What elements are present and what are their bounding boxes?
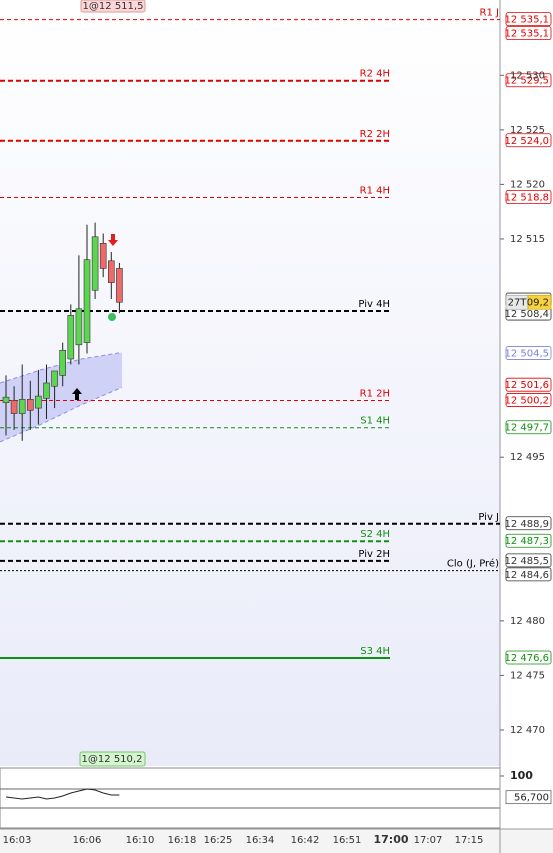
candle-body bbox=[43, 382, 50, 399]
level-label: R2 2H bbox=[360, 129, 390, 140]
price-tag-label: 12 535,1 bbox=[504, 15, 549, 26]
y-tick-label: 12 515 bbox=[510, 234, 545, 245]
candle-body bbox=[75, 308, 83, 346]
x-tick-label: 16:06 bbox=[73, 835, 102, 846]
overlay: R1 J R2 4H R2 2H R1 4H Piv 4H R1 2H S1 4H Piv J… bbox=[79, 0, 552, 767]
plot bbox=[0, 19, 500, 659]
price-tag-label: 12 529,5 bbox=[504, 76, 549, 87]
price-tag bbox=[505, 377, 552, 392]
x-tick-label: 16:10 bbox=[126, 835, 155, 846]
candle-body bbox=[99, 243, 107, 269]
price-tag bbox=[505, 516, 552, 531]
y-tick-label: 12 530 bbox=[510, 70, 545, 81]
order-tag bbox=[79, 751, 146, 767]
price-tag-label: 12 497,7 bbox=[504, 423, 549, 434]
x-tick-label: 16:42 bbox=[291, 835, 320, 846]
candle-body bbox=[67, 315, 75, 360]
level-label: Clo (J, Pré) bbox=[447, 558, 499, 570]
osc-tag bbox=[505, 790, 552, 805]
level-label: R1 4H bbox=[360, 186, 390, 197]
y-tick-label: 12 470 bbox=[510, 725, 545, 736]
candle-body bbox=[26, 399, 34, 411]
price-tag bbox=[505, 650, 552, 665]
price-tag bbox=[505, 346, 552, 360]
osc-line bbox=[5, 788, 120, 800]
level-label: S1 4H bbox=[360, 416, 390, 427]
price-tag bbox=[505, 420, 552, 435]
order-tag bbox=[80, 0, 146, 13]
y-tick-label: 12 525 bbox=[510, 125, 545, 136]
candle-body bbox=[35, 395, 42, 409]
candle-body bbox=[51, 370, 58, 387]
price-tag-label: 12 535,1 bbox=[504, 29, 549, 40]
candle-body bbox=[2, 396, 10, 403]
candle-body bbox=[59, 349, 67, 376]
level-label: Piv 4H bbox=[358, 299, 390, 310]
x-tick-label: 17:15 bbox=[455, 835, 484, 846]
y-tick-label: 12 495 bbox=[510, 452, 545, 463]
y-tick-label: 12 520 bbox=[510, 179, 545, 190]
osc-tick-label: 100 bbox=[510, 769, 533, 782]
price-tag-label: 12 501,6 bbox=[504, 380, 549, 391]
x-tick-label: 17:00 bbox=[373, 833, 408, 846]
level-label: R1 J bbox=[480, 8, 499, 19]
price-tag-label: 12 508,4 bbox=[504, 309, 549, 320]
osc-tag-label: 56,700 bbox=[514, 793, 549, 804]
level-label: S2 4H bbox=[360, 529, 390, 540]
y-tick-label: 12 475 bbox=[510, 670, 545, 681]
current-counter: 27T bbox=[508, 297, 528, 308]
order-tag-label: 1@12 511,5 bbox=[83, 1, 144, 12]
x-tick-label: 16:03 bbox=[3, 835, 32, 846]
price-tag bbox=[505, 567, 552, 582]
price-tag-label: 12 487,3 bbox=[504, 536, 549, 547]
price-tag bbox=[505, 393, 552, 407]
level-label: R1 2H bbox=[360, 388, 390, 399]
price-tag bbox=[505, 553, 552, 568]
x-tick-label: 16:51 bbox=[333, 835, 362, 846]
price-tag bbox=[505, 533, 552, 548]
price-tag-label: 12 485,5 bbox=[504, 556, 549, 567]
price-tag-label: 12 488,9 bbox=[504, 519, 549, 530]
x-tick-label: 16:34 bbox=[246, 835, 275, 846]
signal-icon bbox=[108, 313, 116, 321]
buy-arrow bbox=[72, 388, 82, 400]
price-tag-label: 12 524,0 bbox=[504, 136, 549, 147]
candle-body bbox=[91, 236, 99, 291]
price-tag-label: 12 500,2 bbox=[504, 395, 549, 406]
level-label: Piv 2H bbox=[358, 549, 390, 560]
order-tag-label: 1@12 510,2 bbox=[82, 754, 143, 765]
time-axis bbox=[0, 829, 553, 853]
price-tag bbox=[505, 190, 552, 204]
price-tag bbox=[505, 12, 552, 27]
band-lower bbox=[0, 386, 123, 443]
x-tick-label: 16:18 bbox=[168, 835, 197, 846]
price-tag-label: 12 504,5 bbox=[504, 349, 549, 360]
current-price-tag bbox=[527, 294, 552, 310]
price-tag-label: 12 518,8 bbox=[504, 193, 549, 204]
candle-body bbox=[116, 268, 123, 303]
sell-arrow bbox=[108, 234, 118, 246]
price-tag bbox=[505, 26, 552, 41]
price-tag-label: 12 484,6 bbox=[504, 570, 549, 581]
level-label: S3 4H bbox=[360, 646, 390, 657]
candle-body bbox=[18, 399, 26, 414]
current-price-label: 09,2 bbox=[527, 297, 549, 308]
price-tag bbox=[505, 73, 552, 88]
price-tag-label: 12 476,6 bbox=[504, 653, 549, 664]
candle-body bbox=[83, 259, 91, 343]
x-tick-label: 17:07 bbox=[414, 835, 443, 846]
candle-body bbox=[108, 260, 115, 283]
y-tick-label: 12 480 bbox=[510, 616, 545, 627]
x-tick-label: 16:25 bbox=[204, 835, 233, 846]
level-label: Piv J bbox=[478, 512, 499, 523]
candle-body bbox=[10, 400, 18, 414]
level-label: R2 4H bbox=[360, 69, 390, 80]
price-tag bbox=[505, 133, 552, 148]
osc-panel bbox=[0, 767, 501, 829]
